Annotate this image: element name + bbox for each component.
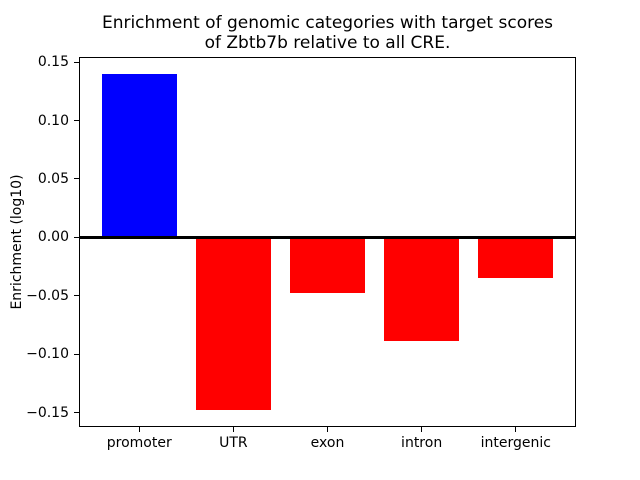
bar-promoter [101,73,177,238]
x-tick-mark [515,427,517,432]
zero-baseline [79,235,576,239]
bar-intergenic [478,237,554,279]
y-tick-label: 0.10 [37,112,69,129]
y-tick-label: −0.15 [26,404,69,421]
bar-exon [289,237,366,294]
x-tick-label-exon: exon [310,435,345,451]
x-tick-mark [232,427,234,432]
y-tick-mark [74,295,79,297]
bar-UTR [195,237,272,411]
x-tick-label-UTR: UTR [219,435,248,451]
y-tick-label: −0.10 [26,346,69,363]
x-tick-mark [327,427,328,432]
y-tick-mark [74,353,79,355]
y-tick-label: 0.00 [37,229,69,246]
y-tick-label: 0.05 [37,170,69,187]
x-tick-label-intron: intron [401,435,443,451]
y-tick-label: 0.15 [37,54,69,71]
x-tick-mark [421,427,423,432]
x-tick-label-promoter: promoter [106,435,172,451]
y-tick-mark [74,120,79,122]
y-tick-mark [74,236,79,238]
x-tick-label-intergenic: intergenic [480,435,551,451]
y-tick-mark [74,61,79,63]
y-tick-label: −0.05 [26,287,69,304]
bar-intron [383,237,460,342]
chart-title: Enrichment of genomic categories with ta… [101,13,554,53]
y-tick-mark [74,412,79,414]
x-tick-mark [138,427,140,432]
y-tick-mark [74,178,79,180]
